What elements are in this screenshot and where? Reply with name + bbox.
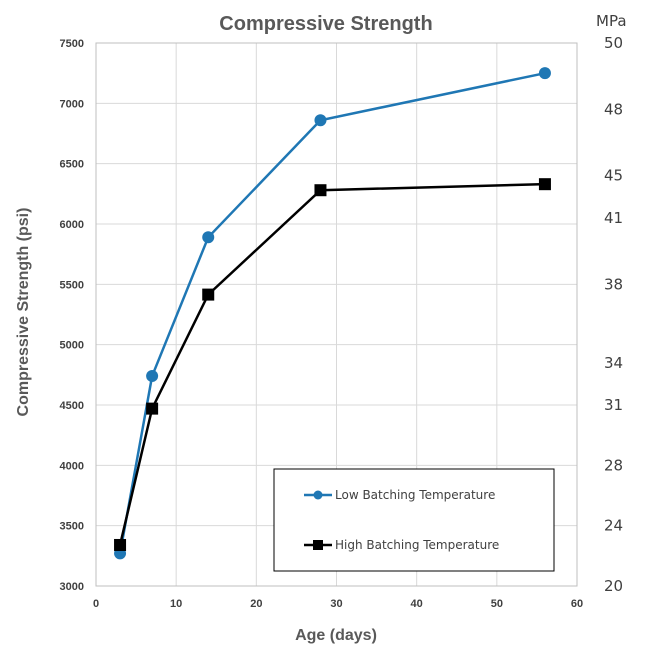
y-tick-label: 6000 xyxy=(60,219,84,231)
data-point xyxy=(538,67,551,80)
secondary-tick-label: 24 xyxy=(604,517,623,535)
chart-title: Compressive Strength xyxy=(219,13,432,35)
legend-box xyxy=(273,468,555,572)
x-tick-label: 0 xyxy=(93,598,99,610)
legend-label: Low Batching Temperature xyxy=(335,488,495,502)
data-point xyxy=(202,231,215,244)
data-point xyxy=(146,402,159,415)
x-axis-ticks: 0 10 20 30 40 50 60 xyxy=(93,598,583,610)
secondary-tick-label: 20 xyxy=(604,577,623,595)
secondary-tick-label: 50 xyxy=(604,34,623,52)
y-tick-label: 4500 xyxy=(60,400,84,412)
secondary-tick-label: 48 xyxy=(604,100,623,118)
x-tick-label: 30 xyxy=(330,598,342,610)
x-tick-label: 60 xyxy=(571,598,583,610)
x-tick-label: 10 xyxy=(170,598,182,610)
y-tick-label: 3500 xyxy=(60,521,84,533)
plot-area-frame xyxy=(95,42,578,587)
secondary-axis-unit: MPa xyxy=(596,12,627,30)
data-point xyxy=(538,178,551,191)
x-axis-title: Age (days) xyxy=(295,627,377,644)
secondary-tick-label: 34 xyxy=(604,354,623,372)
y-tick-label: 3000 xyxy=(60,581,84,593)
legend: Low Batching Temperature High Batching Te… xyxy=(273,468,555,572)
y-axis-ticks: 3000 3500 4000 4500 5000 5500 6000 6500 7000 7500 xyxy=(60,38,84,593)
y-tick-label: 4000 xyxy=(60,460,84,472)
secondary-axis-ticks: 20 24 28 31 34 38 41 45 48 50 xyxy=(604,34,623,595)
y-tick-label: 5000 xyxy=(60,340,84,352)
legend-label: High Batching Temperature xyxy=(335,538,499,552)
secondary-tick-label: 31 xyxy=(604,396,623,414)
y-tick-label: 5500 xyxy=(60,279,84,291)
secondary-tick-label: 45 xyxy=(604,167,623,185)
data-point xyxy=(314,114,327,127)
data-point xyxy=(146,370,159,383)
legend-marker xyxy=(313,540,323,550)
secondary-tick-label: 41 xyxy=(604,209,623,227)
y-tick-label: 7500 xyxy=(60,38,84,50)
x-tick-label: 40 xyxy=(411,598,423,610)
data-point xyxy=(314,184,327,197)
series-layer xyxy=(114,67,551,560)
data-point xyxy=(202,288,215,301)
y-tick-label: 7000 xyxy=(60,98,84,110)
y-axis-title: Compressive Strength (psi) xyxy=(15,208,32,417)
secondary-tick-label: 38 xyxy=(604,275,623,293)
data-point xyxy=(114,538,127,551)
x-tick-label: 50 xyxy=(491,598,503,610)
y-tick-label: 6500 xyxy=(60,159,84,171)
x-tick-label: 20 xyxy=(250,598,262,610)
legend-marker xyxy=(313,490,323,500)
secondary-tick-label: 28 xyxy=(604,456,623,474)
